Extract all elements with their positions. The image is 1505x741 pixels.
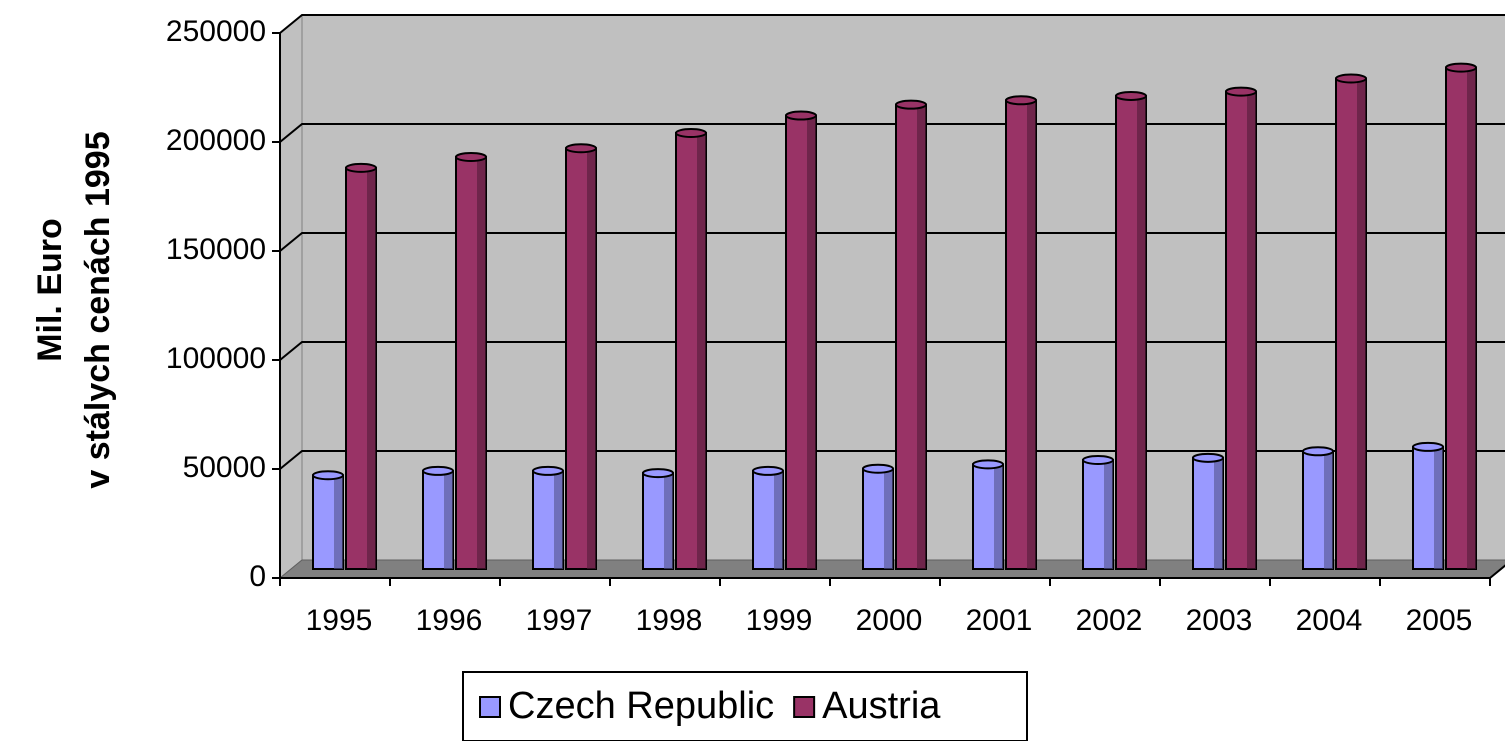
bar-top [532,465,564,476]
bar-top [1225,86,1257,97]
x-tick-label: 1999 [746,604,813,637]
bar-top [565,143,597,154]
bar-shade [1467,67,1476,569]
x-axis-end [1489,564,1505,579]
legend-box [462,671,1028,741]
bar-shade [1247,91,1256,569]
y-tick-label: 250000 [166,15,266,48]
bar-shade [884,468,893,569]
bar-top [895,99,927,110]
x-tick-label: 1995 [306,604,373,637]
bar-shade [994,464,1003,569]
bar-top [862,463,894,474]
bar-shade [917,104,926,569]
x-tick-label: 2002 [1076,604,1143,637]
grid-line [279,14,1505,34]
grid-line [279,450,1505,470]
x-tick-label: 1996 [416,604,483,637]
bar-shade [1137,95,1146,569]
bar-shade [444,470,453,569]
legend-swatch [479,696,501,718]
bar-top [1335,73,1367,84]
bar-top [675,128,707,138]
bar-shade [1324,451,1333,569]
legend-swatch [793,696,816,718]
bar-top [785,110,817,121]
legend-label: Austria [822,685,941,727]
bar-top [1082,455,1114,465]
bar-top [1412,441,1444,452]
y-tick-label: 200000 [166,124,266,157]
bar-shade [587,148,596,569]
bar-shade [664,473,673,569]
bar-shade [807,115,816,569]
grid-line [279,341,1505,361]
bar-shade [1214,457,1223,569]
x-tick-label: 1997 [526,604,593,637]
bar-top [1192,452,1224,463]
grid-line [279,123,1505,143]
bar-shade [1104,460,1113,569]
x-tick-label: 2000 [856,604,923,637]
bar-top [752,465,784,476]
bar-top [1115,90,1147,101]
bar-shade [697,133,706,569]
bar-shade [334,475,343,569]
y-tick-label: 100000 [166,342,266,375]
bar-shade [1357,78,1366,569]
y-tick-label: 0 [249,560,266,593]
legend-label: Czech Republic [508,685,774,727]
grid-line [279,232,1505,252]
y-axis-title-line: Mil. Euro [31,218,69,362]
x-tick-label: 1998 [636,604,703,637]
x-tick-label: 2005 [1406,604,1473,637]
x-tick-label: 2003 [1186,604,1253,637]
bar-top [1302,446,1334,457]
x-tick-label: 2004 [1296,604,1363,637]
bar-top [312,470,344,481]
side-wall [279,13,303,580]
bar-shade [554,470,563,569]
bar-top [1445,62,1477,73]
x-tick-label: 2001 [966,604,1033,637]
bar-shade [774,470,783,569]
bar-top [642,468,674,479]
bar-top [1005,95,1037,106]
y-tick-label: 150000 [166,233,266,266]
bar-top [455,151,487,162]
y-axis-title: Mil. Euro v stálych cenách 1995 [31,131,117,488]
bar-shade [1434,446,1443,569]
bar-shade [367,167,376,569]
bar-top [345,162,377,173]
y-axis-title-line: v stálych cenách 1995 [79,131,117,488]
bar-shade [477,156,486,570]
bar-shade [1027,100,1036,570]
bar-top [422,465,454,476]
bar-top [972,459,1004,470]
y-tick-label: 50000 [183,451,266,484]
